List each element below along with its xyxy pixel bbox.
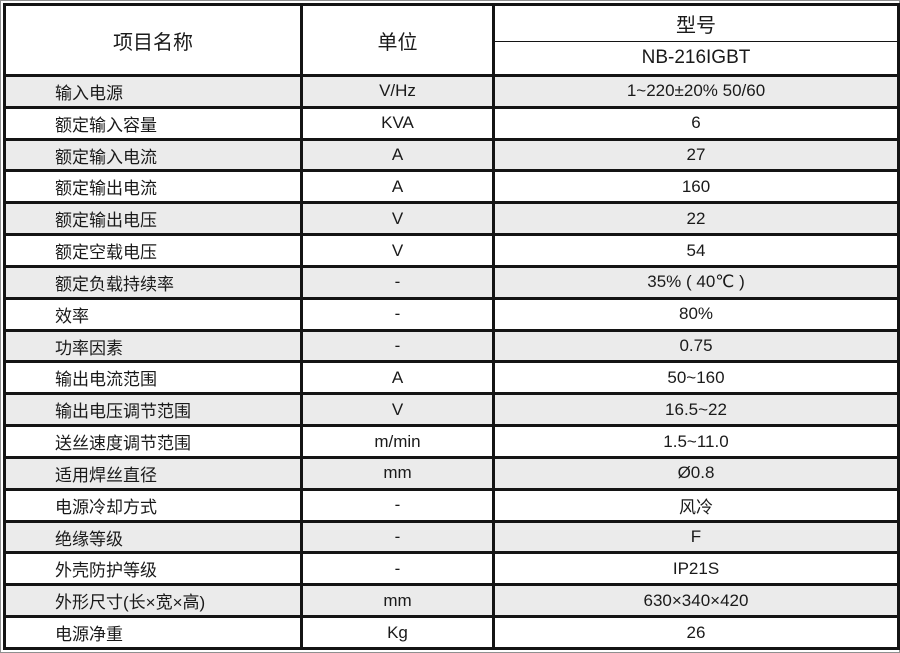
value-cell: 630×340×420 bbox=[492, 583, 900, 619]
spec-row: 功率因素 - 0.75 bbox=[3, 328, 900, 364]
item-name-cell: 外形尺寸(长×宽×高) bbox=[3, 583, 303, 619]
spec-row: 额定空载电压 V 54 bbox=[3, 233, 900, 268]
item-name-cell: 电源冷却方式 bbox=[3, 487, 303, 523]
item-name-cell: 额定输出电压 bbox=[3, 201, 303, 237]
value-cell: 1.5~11.0 bbox=[492, 424, 900, 459]
unit-cell: - bbox=[300, 487, 495, 523]
spec-row: 效率 - 80% bbox=[3, 296, 900, 332]
item-name-cell: 输出电压调节范围 bbox=[3, 392, 303, 428]
item-name-cell: 额定空载电压 bbox=[3, 233, 303, 268]
spec-row: 外形尺寸(长×宽×高) mm 630×340×420 bbox=[3, 583, 900, 619]
spec-row: 输入电源 V/Hz 1~220±20% 50/60 bbox=[3, 74, 900, 109]
spec-row: 额定输入容量 KVA 6 bbox=[3, 105, 900, 141]
spec-row: 输出电压调节范围 V 16.5~22 bbox=[3, 392, 900, 428]
unit-cell: - bbox=[300, 264, 495, 300]
spec-row: 额定输入电流 A 27 bbox=[3, 137, 900, 173]
model-number: NB-216IGBT bbox=[492, 41, 900, 77]
spec-row: 额定输出电流 A 160 bbox=[3, 169, 900, 205]
spec-table-header: 项目名称 单位 型号 NB-216IGBT bbox=[3, 3, 900, 77]
spec-row: 额定负载持续率 - 35% ( 40℃ ) bbox=[3, 264, 900, 300]
spec-table-body: 输入电源 V/Hz 1~220±20% 50/60 额定输入容量 KVA 6 额… bbox=[3, 74, 900, 650]
unit-cell: - bbox=[300, 519, 495, 555]
item-name-cell: 效率 bbox=[3, 296, 303, 332]
spec-row: 适用焊丝直径 mm Ø0.8 bbox=[3, 455, 900, 491]
header-row-top: 项目名称 单位 型号 bbox=[3, 3, 900, 77]
value-cell: 27 bbox=[492, 137, 900, 173]
column-header-model: 型号 bbox=[492, 3, 900, 42]
spec-row: 送丝速度调节范围 m/min 1.5~11.0 bbox=[3, 424, 900, 459]
value-cell: Ø0.8 bbox=[492, 455, 900, 491]
unit-cell: Kg bbox=[300, 615, 495, 650]
unit-cell: V bbox=[300, 233, 495, 268]
value-cell: 160 bbox=[492, 169, 900, 205]
spec-row: 电源冷却方式 - 风冷 bbox=[3, 487, 900, 523]
item-name-cell: 功率因素 bbox=[3, 328, 303, 364]
unit-cell: V/Hz bbox=[300, 74, 495, 109]
item-name-cell: 额定输入容量 bbox=[3, 105, 303, 141]
column-header-item-name: 项目名称 bbox=[3, 3, 303, 77]
item-name-cell: 送丝速度调节范围 bbox=[3, 424, 303, 459]
unit-cell: A bbox=[300, 137, 495, 173]
value-cell: 22 bbox=[492, 201, 900, 237]
unit-cell: - bbox=[300, 296, 495, 332]
unit-cell: KVA bbox=[300, 105, 495, 141]
unit-cell: - bbox=[300, 551, 495, 587]
unit-cell: mm bbox=[300, 455, 495, 491]
value-cell: 16.5~22 bbox=[492, 392, 900, 428]
value-cell: 54 bbox=[492, 233, 900, 268]
value-cell: 80% bbox=[492, 296, 900, 332]
item-name-cell: 适用焊丝直径 bbox=[3, 455, 303, 491]
spec-row: 外壳防护等级 - IP21S bbox=[3, 551, 900, 587]
value-cell: 50~160 bbox=[492, 360, 900, 396]
item-name-cell: 额定输出电流 bbox=[3, 169, 303, 205]
item-name-cell: 绝缘等级 bbox=[3, 519, 303, 555]
column-header-unit: 单位 bbox=[300, 3, 495, 77]
unit-cell: - bbox=[300, 328, 495, 364]
item-name-cell: 额定负载持续率 bbox=[3, 264, 303, 300]
spec-row: 额定输出电压 V 22 bbox=[3, 201, 900, 237]
unit-cell: V bbox=[300, 201, 495, 237]
value-cell: 26 bbox=[492, 615, 900, 650]
value-cell: 6 bbox=[492, 105, 900, 141]
unit-cell: mm bbox=[300, 583, 495, 619]
unit-cell: m/min bbox=[300, 424, 495, 459]
spec-row: 电源净重 Kg 26 bbox=[3, 615, 900, 650]
item-name-cell: 外壳防护等级 bbox=[3, 551, 303, 587]
item-name-cell: 输出电流范围 bbox=[3, 360, 303, 396]
value-cell: 0.75 bbox=[492, 328, 900, 364]
unit-cell: V bbox=[300, 392, 495, 428]
value-cell: IP21S bbox=[492, 551, 900, 587]
header-row-model: NB-216IGBT bbox=[5, 41, 900, 77]
value-cell: 1~220±20% 50/60 bbox=[492, 74, 900, 109]
spec-table: 项目名称 单位 型号 NB-216IGBT 输入电源 V/Hz 1~220±20… bbox=[3, 3, 900, 650]
item-name-cell: 输入电源 bbox=[3, 74, 303, 109]
item-name-cell: 额定输入电流 bbox=[3, 137, 303, 173]
value-cell: 风冷 bbox=[492, 487, 900, 523]
item-name-cell: 电源净重 bbox=[3, 615, 303, 650]
value-cell: F bbox=[492, 519, 900, 555]
unit-cell: A bbox=[300, 360, 495, 396]
value-cell: 35% ( 40℃ ) bbox=[492, 264, 900, 300]
unit-cell: A bbox=[300, 169, 495, 205]
spec-row: 输出电流范围 A 50~160 bbox=[3, 360, 900, 396]
spec-row: 绝缘等级 - F bbox=[3, 519, 900, 555]
